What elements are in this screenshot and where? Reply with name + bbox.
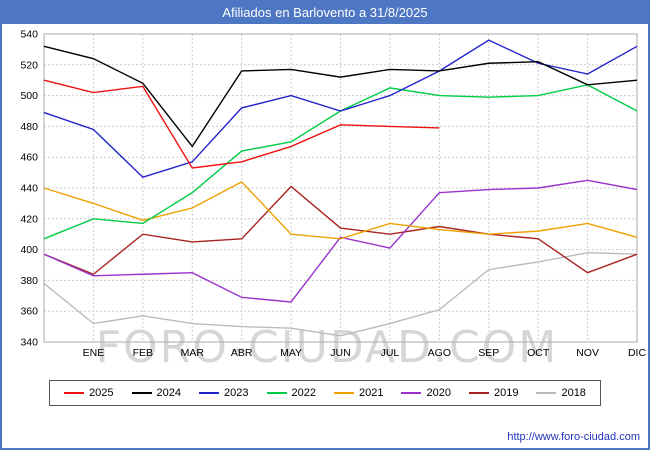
series-line-2023 [43,39,638,179]
x-axis-tick-label: MAR [181,347,205,359]
footer-link[interactable]: http://www.foro-ciudad.com [507,431,640,443]
y-axis-tick-label: 400 [20,244,38,256]
legend-item-2020: 2020 [401,387,451,399]
series-line-2018 [43,251,638,337]
legend-label: 2019 [493,387,519,399]
y-axis-tick-label: 420 [20,213,38,225]
series-line-2025 [43,79,440,169]
series-line-2019 [43,185,638,276]
legend-item-2023: 2023 [199,387,249,399]
legend-item-2019: 2019 [468,387,519,399]
legend-swatch-2024 [131,392,152,394]
y-axis-tick-label: 360 [20,306,38,318]
y-axis-tick-label: 440 [20,183,38,195]
series-line-2020 [43,179,638,303]
legend-item-2021: 2021 [334,387,383,399]
legend-label: 2024 [156,387,182,399]
x-axis-tick-label: DIC [628,347,647,359]
y-axis-tick-label: 520 [20,59,38,71]
x-axis-tick-label: JUL [381,347,400,359]
legend-swatch-2021 [334,392,354,394]
legend-swatch-2020 [401,392,422,394]
y-axis-tick-label: 460 [20,152,38,164]
y-axis-tick-label: 340 [20,337,38,349]
line-chart: 340 360 380 400 420 440 460 480 500 520 540 ENE FEB M… [20,29,647,360]
legend-label: 2020 [426,387,451,399]
x-axis-tick-label: JUN [330,347,350,359]
x-axis-tick-label: FEB [133,347,153,359]
series-line-2021 [43,180,638,240]
legend-item-2022: 2022 [266,387,316,399]
series-line-2024 [43,45,638,148]
legend-label: 2018 [561,387,586,399]
y-axis-tick-label: 380 [20,275,38,287]
x-axis-tick-label: ABR [231,347,253,359]
x-axis-tick-label: OCT [527,347,550,359]
legend-swatch-2025 [64,392,85,394]
legend-label: 2023 [224,387,249,399]
legend-label: 2025 [89,387,114,399]
legend-item-2025: 2025 [64,387,114,399]
legend-item-2018: 2018 [536,387,586,399]
legend-label: 2021 [359,387,384,399]
y-axis-tick-label: 540 [20,29,38,41]
x-axis-tick-label: AGO [428,347,451,359]
legend-swatch-2022 [266,392,287,394]
x-axis-tick-label: NOV [576,347,599,359]
legend-swatch-2019 [468,392,489,394]
x-axis-tick-label: MAY [280,347,302,359]
y-axis-tick-label: 500 [20,90,38,102]
x-axis-tick-label: ENE [83,347,105,359]
legend: 2025 2024 2023 2022 2021 2020 2019 2018 [49,380,601,406]
legend-swatch-2023 [199,392,220,394]
x-axis-tick-label: SEP [478,347,499,359]
chart-title: Afiliados en Barlovento a 31/8/2025 [2,2,648,24]
legend-swatch-2018 [536,392,557,394]
legend-label: 2022 [291,387,316,399]
y-axis-tick-label: 480 [20,121,38,133]
legend-item-2024: 2024 [131,387,182,399]
chart-area: FORO-CIUDAD.COM 340 360 380 400 420 440 460 480… [2,24,648,374]
